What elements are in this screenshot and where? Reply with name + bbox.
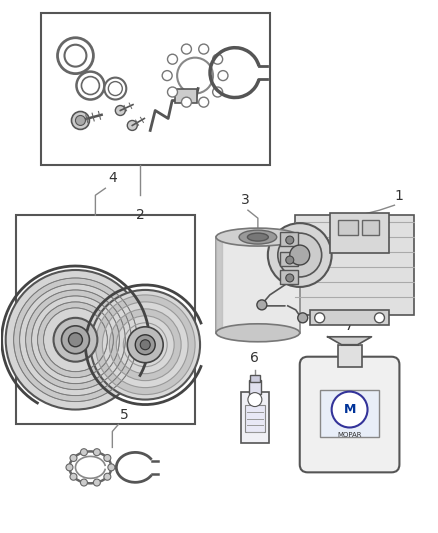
FancyBboxPatch shape [300,357,399,472]
Bar [245,405,265,432]
Bar [295,215,414,315]
Wedge shape [14,278,137,401]
Bar [241,392,269,443]
Circle shape [374,313,385,323]
Circle shape [81,479,88,486]
Circle shape [135,335,155,355]
Circle shape [248,393,262,407]
Circle shape [213,87,223,97]
Circle shape [218,71,228,80]
Circle shape [104,455,111,462]
Bar [320,390,379,438]
Circle shape [81,449,88,456]
Wedge shape [95,295,195,394]
Circle shape [127,327,163,362]
Circle shape [278,233,321,277]
Circle shape [57,38,93,74]
Bar [361,220,379,235]
Circle shape [115,106,125,116]
Circle shape [53,318,97,362]
Circle shape [61,326,89,354]
Polygon shape [328,337,371,345]
Circle shape [93,449,100,456]
Circle shape [332,392,367,427]
Circle shape [199,44,208,54]
Text: 1: 1 [395,189,403,203]
Wedge shape [25,290,125,390]
Bar [338,345,361,367]
Circle shape [286,236,294,244]
Bar [16,215,195,424]
Circle shape [71,111,89,130]
Ellipse shape [216,228,300,246]
Text: 3: 3 [240,193,249,207]
Circle shape [77,71,104,100]
Circle shape [127,120,137,131]
Circle shape [75,116,85,125]
Circle shape [167,87,177,97]
Circle shape [314,313,325,323]
Circle shape [286,274,294,282]
Text: 6: 6 [251,351,259,365]
Text: 4: 4 [108,171,117,185]
Bar [338,220,357,235]
Bar [280,232,298,246]
Circle shape [64,45,86,67]
Circle shape [290,245,310,265]
Circle shape [162,71,172,80]
Bar [280,252,298,266]
Circle shape [298,313,308,323]
Bar [41,13,270,165]
Bar [330,213,389,253]
Circle shape [257,300,267,310]
Circle shape [90,290,200,400]
Circle shape [213,54,223,64]
Ellipse shape [247,233,268,241]
Circle shape [108,82,122,95]
Wedge shape [38,302,113,378]
Circle shape [93,479,100,486]
Circle shape [81,77,99,94]
Bar [175,88,197,102]
Ellipse shape [239,230,277,244]
Text: M: M [343,403,356,416]
Circle shape [104,473,111,480]
Circle shape [167,54,177,64]
Wedge shape [110,309,181,381]
Bar [280,270,298,284]
Circle shape [66,464,73,471]
Bar [249,379,261,393]
Bar [310,310,389,325]
Text: 7: 7 [345,319,354,333]
Text: MOPAR: MOPAR [337,432,362,439]
Circle shape [70,455,77,462]
Circle shape [199,97,208,107]
Circle shape [68,333,82,347]
Text: 2: 2 [136,208,145,222]
Circle shape [181,44,191,54]
Circle shape [108,464,115,471]
Circle shape [177,58,213,94]
Text: 5: 5 [120,408,129,422]
Bar [216,237,300,333]
Circle shape [6,270,145,409]
Circle shape [181,97,191,107]
Circle shape [104,78,126,100]
Circle shape [286,256,294,264]
Bar [250,375,260,382]
Circle shape [268,223,332,287]
Circle shape [70,473,77,480]
Circle shape [140,340,150,350]
Ellipse shape [216,324,300,342]
